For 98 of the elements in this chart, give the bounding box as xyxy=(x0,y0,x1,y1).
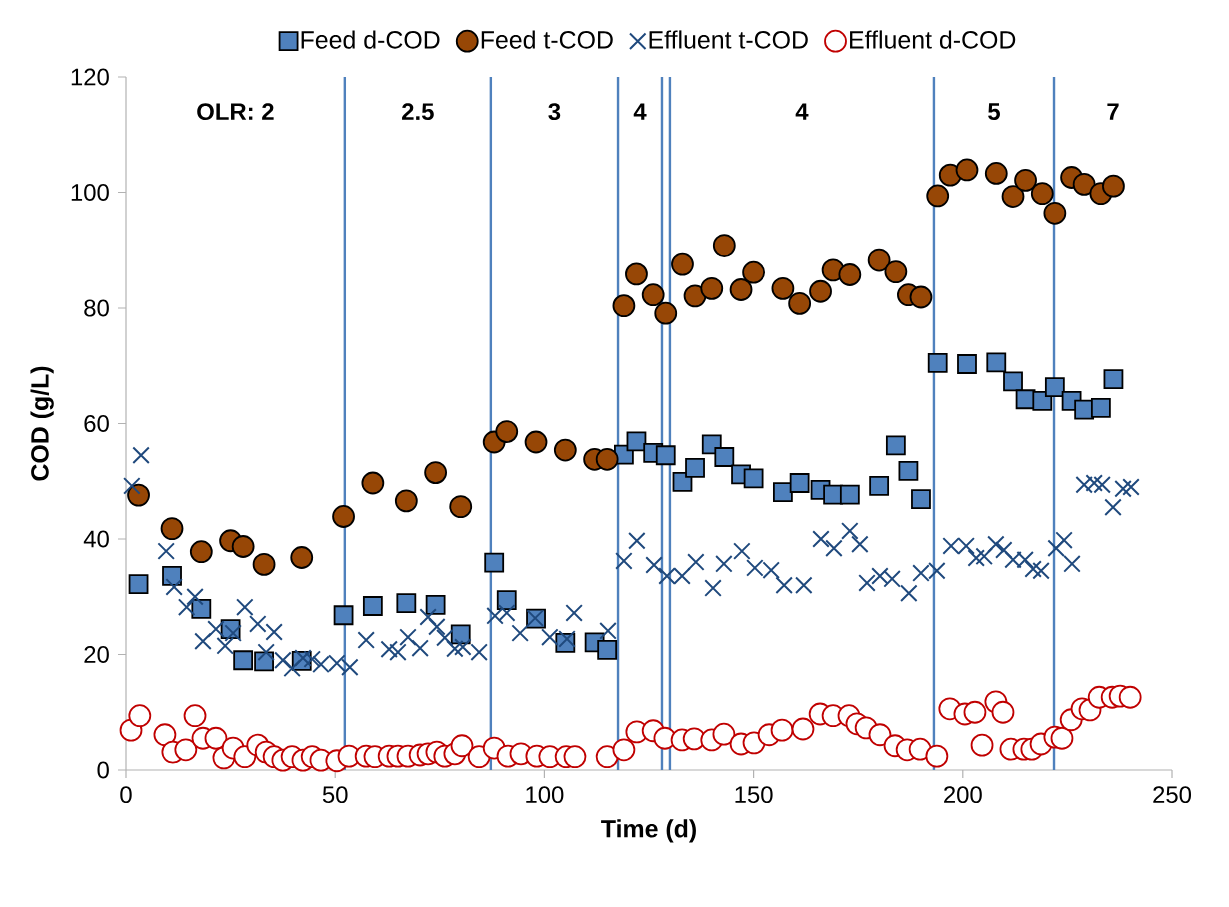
y-tick-label: 80 xyxy=(84,299,109,317)
point xyxy=(729,278,753,301)
point xyxy=(926,184,950,208)
point xyxy=(362,596,383,616)
point xyxy=(524,430,548,454)
point xyxy=(333,605,354,626)
point xyxy=(789,473,810,493)
annotation: 7 xyxy=(1107,103,1119,120)
point xyxy=(191,598,212,619)
point xyxy=(597,639,618,660)
x-tick-label: 250 xyxy=(1153,786,1192,804)
x-axis-title: Time (d) xyxy=(601,819,696,843)
point xyxy=(553,438,577,462)
annotation: 5 xyxy=(988,103,1000,120)
point xyxy=(162,566,182,586)
point xyxy=(771,276,795,300)
point xyxy=(495,420,519,443)
legend-label: Feed d-COD xyxy=(301,30,440,49)
point xyxy=(986,352,1007,373)
legend-label: Feed t-COD xyxy=(481,30,613,49)
point xyxy=(1003,371,1023,392)
point xyxy=(1043,201,1067,225)
point xyxy=(449,495,473,519)
point xyxy=(898,460,919,481)
point xyxy=(1032,391,1053,411)
point xyxy=(612,294,636,318)
point xyxy=(1090,398,1111,418)
point xyxy=(425,594,446,615)
point xyxy=(714,447,735,467)
point xyxy=(884,260,908,284)
point xyxy=(595,447,619,471)
y-tick-label: 20 xyxy=(84,646,109,663)
point xyxy=(1072,173,1096,196)
y-tick-label: 100 xyxy=(71,184,109,201)
point xyxy=(885,435,906,456)
point xyxy=(484,552,505,573)
point xyxy=(838,263,862,286)
point xyxy=(911,489,931,510)
point xyxy=(1014,168,1037,192)
x-tick-label: 50 xyxy=(322,786,348,804)
point xyxy=(772,482,793,503)
y-tick-label: 120 xyxy=(71,68,109,86)
point xyxy=(927,352,948,373)
point xyxy=(127,483,150,507)
point xyxy=(396,593,417,613)
point xyxy=(869,475,890,496)
point xyxy=(394,489,418,513)
point xyxy=(160,517,184,540)
point xyxy=(955,158,979,182)
point xyxy=(496,590,517,611)
point xyxy=(839,484,860,505)
point xyxy=(450,624,471,645)
point xyxy=(685,458,705,478)
point xyxy=(700,276,724,300)
y-tick-label: 0 xyxy=(97,761,109,779)
y-axis-title: COD (g/L) xyxy=(30,366,54,481)
point xyxy=(867,248,891,272)
point xyxy=(984,162,1008,185)
annotation: 2.5 xyxy=(402,103,434,121)
x-tick-label: 150 xyxy=(735,786,773,804)
point xyxy=(1102,174,1125,198)
y-tick-label: 60 xyxy=(84,415,109,432)
point xyxy=(1044,377,1065,398)
legend-label: Effluent t-COD xyxy=(649,30,808,49)
point xyxy=(290,546,314,569)
annotation: 3 xyxy=(548,103,561,121)
legend-label: Effluent d-COD xyxy=(850,30,1016,49)
x-tick-label: 100 xyxy=(526,786,564,804)
point xyxy=(957,354,977,374)
point xyxy=(1103,369,1124,389)
point xyxy=(712,234,736,258)
point xyxy=(1030,182,1054,206)
x-tick-label: 0 xyxy=(120,786,132,804)
point xyxy=(189,540,213,564)
point xyxy=(671,252,694,276)
point xyxy=(641,283,665,307)
point xyxy=(252,553,276,576)
point xyxy=(361,471,385,495)
point xyxy=(809,279,832,303)
point xyxy=(654,301,678,325)
point xyxy=(128,574,149,594)
annotation: OLR: 2 xyxy=(197,103,274,121)
point xyxy=(424,461,448,484)
point xyxy=(625,262,648,286)
point xyxy=(788,291,812,315)
point xyxy=(1001,185,1025,208)
point xyxy=(743,468,764,489)
point xyxy=(231,535,255,558)
x-tick-label: 200 xyxy=(944,786,982,804)
point xyxy=(626,431,647,452)
point xyxy=(332,505,355,528)
y-tick-label: 40 xyxy=(83,530,109,548)
point xyxy=(909,285,933,309)
point xyxy=(233,650,254,671)
point xyxy=(655,445,676,466)
point xyxy=(742,260,766,284)
annotation: 4 xyxy=(633,103,647,120)
annotation: 4 xyxy=(795,103,809,120)
